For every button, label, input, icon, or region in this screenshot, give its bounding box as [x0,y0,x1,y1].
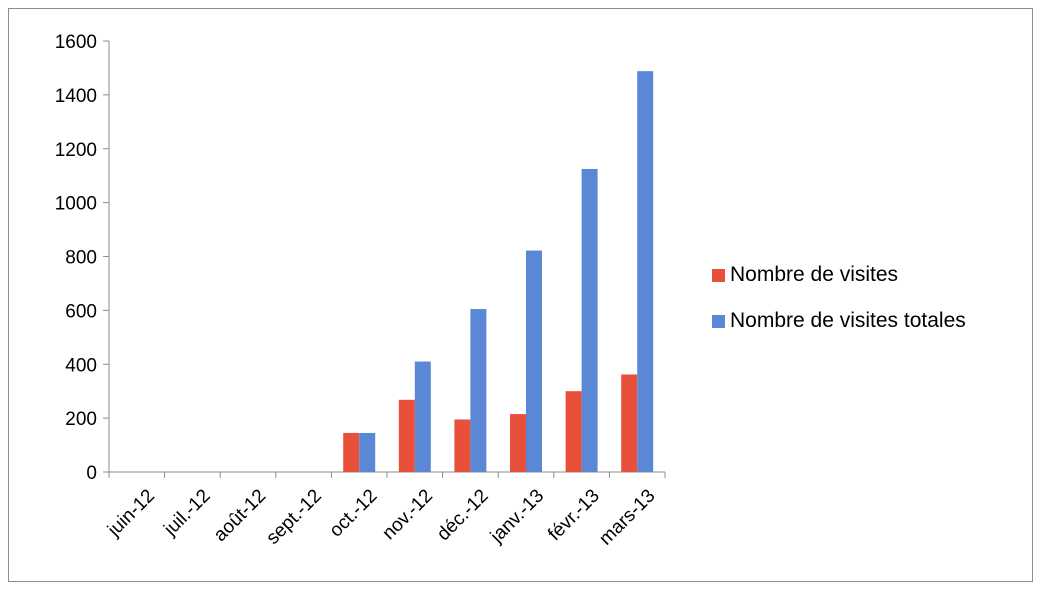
legend-label: Nombre de visites [730,263,898,286]
bar-chart: 0 200 400 600 800 1000 1200 1400 1600 juin-12 juil… [55,32,966,550]
x-tick-label: juil.-12 [160,485,215,540]
x-tick-label: nov.-12 [378,485,437,544]
bar-visites-6 [454,419,471,472]
y-tick-label: 800 [65,248,97,269]
x-tick-label: mars-13 [595,485,659,549]
bars [343,71,654,473]
y-tick-label: 600 [65,301,97,322]
bar-visites-totales-6 [470,309,487,472]
legend-swatch [712,269,725,282]
bar-visites-totales-4 [359,432,376,472]
x-tick-label: juin-12 [103,485,159,541]
bar-visites-5 [398,399,415,472]
bar-visites-totales-8 [581,168,598,472]
legend: Nombre de visites Nombre de visites total… [712,263,966,332]
y-tick-label: 1000 [55,194,97,215]
x-tick-label: sept.-12 [262,485,325,548]
y-tick-label: 200 [65,409,97,430]
x-tick-label: août-12 [210,485,270,545]
chart-frame: 0 200 400 600 800 1000 1200 1400 1600 juin-12 juil… [8,8,1033,582]
y-tick-label: 1600 [55,32,97,53]
bar-visites-totales-9 [637,71,654,473]
y-tick-label: 1200 [55,140,97,161]
x-tick-label: déc.-12 [433,485,493,545]
legend-label: Nombre de visites totales [730,309,966,332]
bar-visites-totales-7 [526,250,542,472]
bar-visites-4 [343,432,360,472]
bar-visites-8 [565,391,582,472]
legend-swatch [712,315,725,328]
bar-visites-9 [621,374,638,472]
bar-visites-totales-5 [414,361,431,472]
x-tick-label: févr.-13 [544,485,604,545]
bar-visites-7 [510,414,526,472]
x-tick-label: oct.-12 [326,485,382,541]
y-tick-label: 400 [65,355,97,376]
y-tick-label: 1400 [55,86,97,107]
y-tick-label: 0 [86,463,97,484]
x-tick-label: janv.-13 [486,485,548,547]
